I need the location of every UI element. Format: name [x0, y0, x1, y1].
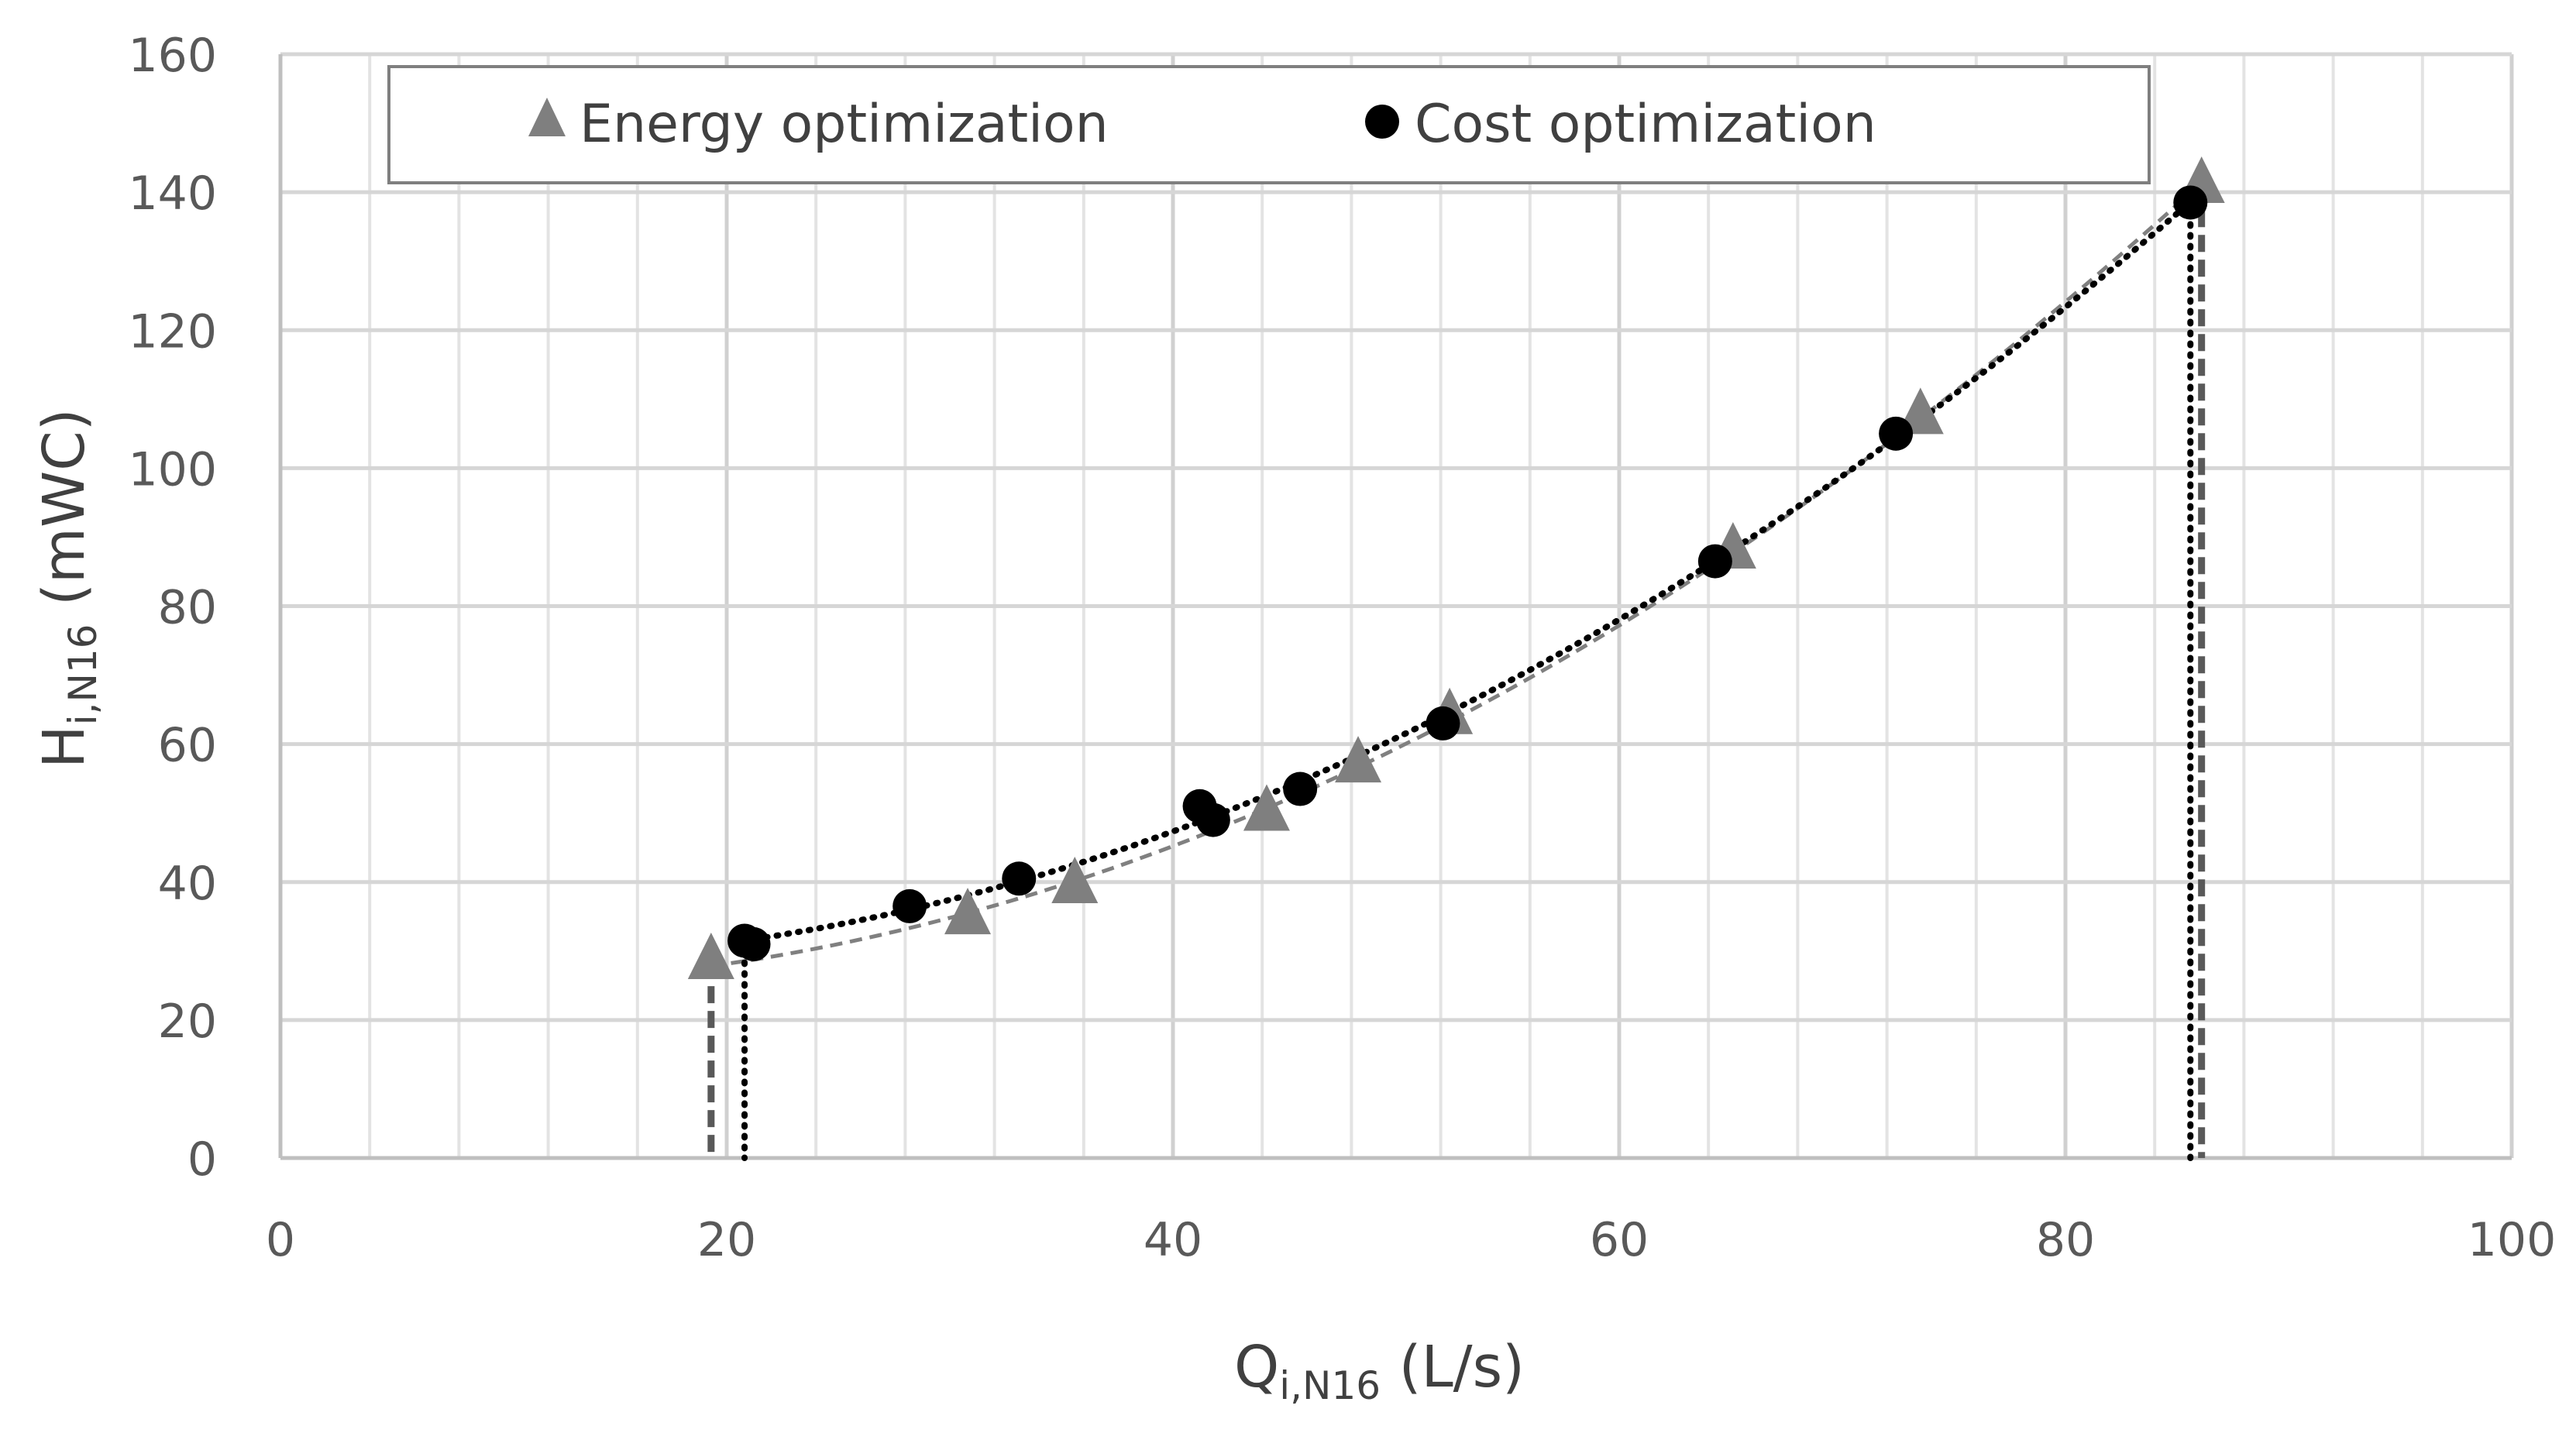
legend-circle-icon	[1365, 105, 1399, 139]
y-tick-label: 40	[158, 857, 217, 911]
axes	[278, 54, 2512, 1160]
data-point-circle	[1002, 861, 1037, 896]
legend-box	[387, 65, 2151, 184]
y-tick-label: 60	[158, 719, 217, 773]
data-point-triangle	[1335, 736, 1382, 783]
y-tick-label: 100	[128, 442, 217, 497]
data-point-circle	[736, 926, 771, 961]
data-point-triangle	[944, 888, 992, 935]
data-point-triangle	[687, 932, 734, 979]
data-point-triangle	[1051, 857, 1099, 904]
drop-lines	[707, 185, 2206, 1161]
data-point-circle	[1195, 802, 1230, 837]
x-tick-label: 20	[697, 1213, 756, 1267]
grid	[280, 52, 2514, 1158]
data-point-triangle	[1243, 784, 1290, 831]
data-point-circle	[1283, 771, 1318, 806]
x-axis-title: Qi,N16 (L/s)	[1234, 1334, 1525, 1408]
legend-label-energy-optimization: Energy optimization	[580, 94, 1109, 155]
x-tick-label: 60	[1590, 1213, 1649, 1267]
trend-line-series-1	[741, 198, 2194, 944]
y-tick-label: 120	[128, 304, 217, 359]
data-point-circle	[1426, 706, 1460, 741]
y-tick-label: 20	[158, 995, 217, 1049]
y-tick-label: 160	[128, 29, 217, 83]
y-tick-label: 0	[187, 1132, 217, 1187]
x-tick-label: 40	[1144, 1213, 1202, 1267]
data-point-circle	[892, 888, 927, 923]
data-point-circle	[2173, 185, 2208, 220]
data-points	[687, 156, 2225, 979]
legend: Energy optimization Cost optimization	[387, 65, 2151, 184]
tick-labels: 0 20 40 60 80 100 0 20 40 60 80 100 120 140 160	[128, 29, 2556, 1267]
data-point-triangle	[1897, 387, 1944, 435]
x-tick-label: 0	[266, 1213, 295, 1267]
data-point-circle	[1697, 544, 1732, 579]
y-tick-label: 80	[158, 581, 217, 635]
x-tick-label: 80	[2036, 1213, 2095, 1267]
x-tick-label: 100	[2468, 1213, 2557, 1267]
y-axis-title: Hi,N16 (mWC)	[31, 408, 105, 768]
legend-triangle-icon	[528, 98, 566, 136]
legend-label-cost-optimization: Cost optimization	[1415, 94, 1876, 155]
data-point-circle	[1879, 416, 1914, 451]
y-tick-label: 140	[128, 167, 217, 221]
